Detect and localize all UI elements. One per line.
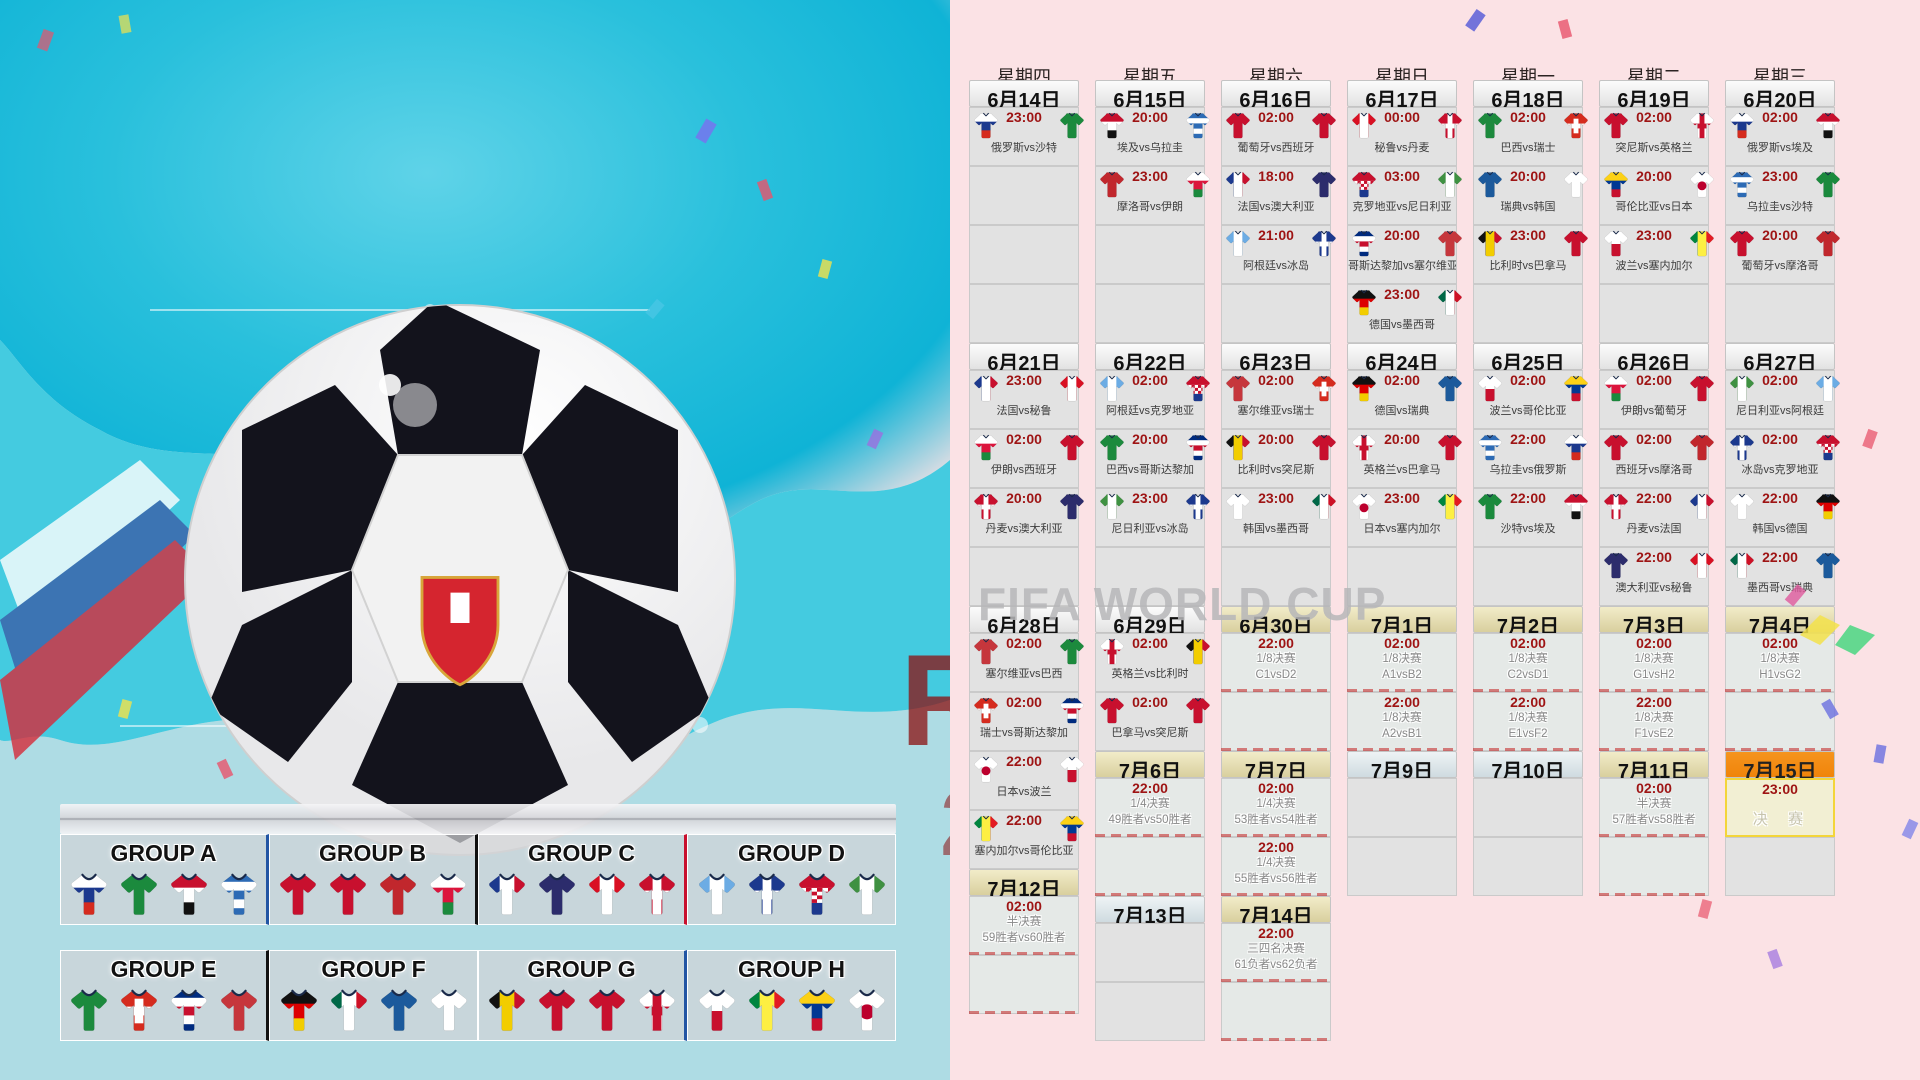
svg-text:RUSSIA: RUSSIA [900,627,950,773]
svg-text:2018: 2018 [940,770,950,876]
